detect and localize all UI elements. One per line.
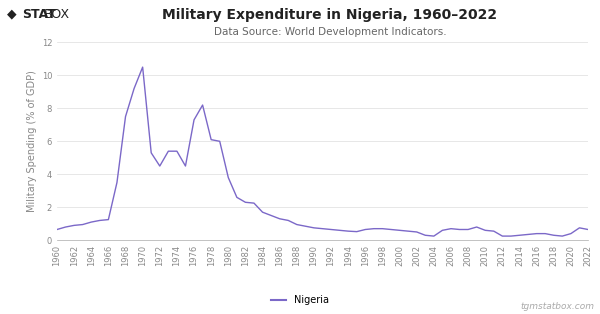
Nigeria (439, 229, 446, 232)
Text: ◆: ◆ (7, 8, 17, 21)
Nigeria (310, 226, 317, 230)
Nigeria (328, 228, 335, 231)
Nigeria (224, 176, 232, 180)
Nigeria (430, 234, 437, 238)
Text: STAT: STAT (22, 8, 56, 21)
Nigeria (584, 228, 592, 231)
Text: Data Source: World Development Indicators.: Data Source: World Development Indicator… (214, 27, 446, 37)
Nigeria (208, 138, 215, 142)
Line: Nigeria: Nigeria (57, 67, 588, 236)
Text: Military Expenditure in Nigeria, 1960–2022: Military Expenditure in Nigeria, 1960–20… (163, 8, 497, 22)
Nigeria (576, 226, 583, 230)
Nigeria (139, 65, 146, 69)
Text: tgmstatbox.com: tgmstatbox.com (520, 302, 594, 311)
Y-axis label: Military Spending (% of GDP): Military Spending (% of GDP) (28, 70, 37, 212)
Text: BOX: BOX (44, 8, 70, 21)
Nigeria (53, 228, 61, 231)
Legend: Nigeria: Nigeria (268, 291, 332, 309)
